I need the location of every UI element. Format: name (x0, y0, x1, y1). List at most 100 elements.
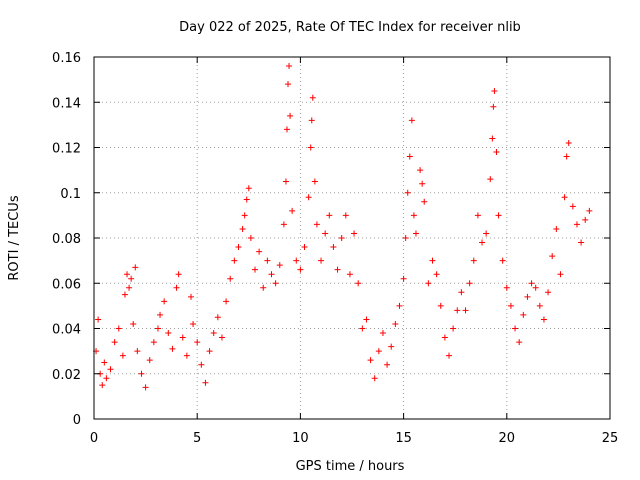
data-point (124, 271, 131, 278)
x-tick-label: 5 (193, 431, 201, 446)
x-tick-label: 0 (90, 431, 98, 446)
data-point (540, 316, 547, 323)
data-point (490, 103, 497, 110)
data-point (157, 311, 164, 318)
data-point (293, 257, 300, 264)
data-point (326, 212, 333, 219)
data-point (243, 196, 250, 203)
data-point (359, 325, 366, 332)
data-point (384, 361, 391, 368)
data-point (507, 302, 514, 309)
data-point (223, 298, 230, 305)
y-tick-label: 0.12 (52, 142, 81, 157)
data-point (121, 291, 128, 298)
data-point (433, 271, 440, 278)
data-point (549, 253, 556, 260)
data-point (183, 352, 190, 359)
data-point (301, 244, 308, 251)
data-point (582, 216, 589, 223)
data-point (107, 366, 114, 373)
data-point (95, 316, 102, 323)
data-point (134, 348, 141, 355)
grid (94, 57, 610, 419)
data-point (142, 384, 149, 391)
data-point (247, 235, 254, 241)
data-point (154, 325, 161, 332)
data-point (569, 203, 576, 210)
y-tick-label: 0.02 (52, 368, 81, 383)
data-point (425, 280, 432, 287)
y-tick-label: 0.14 (52, 96, 81, 111)
data-point (450, 325, 457, 332)
data-point (489, 135, 496, 142)
data-point (256, 248, 263, 255)
y-tick-label: 0.08 (52, 232, 81, 247)
data-point (367, 357, 374, 364)
data-point (586, 207, 593, 214)
data-point (179, 334, 186, 341)
data-point (487, 176, 494, 183)
data-point (375, 348, 382, 355)
data-point (470, 257, 477, 264)
data-point (561, 194, 568, 201)
data-point (406, 153, 413, 160)
data-point (307, 144, 314, 151)
data-point (311, 178, 318, 185)
data-point (346, 271, 353, 278)
data-point (565, 139, 572, 146)
data-point (396, 302, 403, 309)
data-point (130, 320, 137, 327)
data-point (165, 330, 172, 337)
data-point (173, 284, 180, 291)
data-point (206, 348, 213, 355)
data-point (103, 375, 110, 382)
y-axis-ticks: 0 0.02 0.04 0.06 0.08 0.1 0.12 0.14 0.16 (52, 51, 610, 428)
data-point (493, 149, 500, 156)
data-point (287, 112, 294, 119)
data-point (235, 244, 242, 251)
data-point (563, 153, 570, 160)
data-point (524, 293, 531, 300)
data-point (101, 359, 108, 366)
data-point (536, 302, 543, 309)
data-point (283, 126, 290, 133)
data-point (138, 370, 145, 377)
data-point (330, 244, 337, 251)
chart-title: Day 022 of 2025, Rate Of TEC Index for r… (179, 20, 521, 35)
data-point (202, 379, 209, 386)
data-point (466, 280, 473, 287)
data-point (528, 280, 535, 287)
data-point (161, 298, 168, 305)
data-point (499, 257, 506, 264)
data-point (111, 339, 118, 346)
data-point (578, 239, 585, 246)
data-point (297, 266, 304, 273)
data-points (93, 63, 593, 391)
data-point (400, 275, 407, 282)
data-point (241, 212, 248, 219)
data-point (419, 180, 426, 187)
data-point (351, 230, 358, 237)
data-point (532, 284, 539, 291)
data-point (190, 320, 197, 327)
data-point (128, 275, 135, 282)
data-point (305, 194, 312, 201)
data-point (188, 293, 195, 300)
data-point (214, 314, 221, 321)
data-point (495, 212, 502, 219)
x-tick-label: 20 (499, 431, 516, 446)
data-point (388, 343, 395, 350)
data-point (454, 307, 461, 314)
data-point (272, 280, 279, 287)
data-point (429, 257, 436, 264)
data-point (474, 212, 481, 219)
y-tick-label: 0.06 (52, 277, 81, 292)
y-tick-label: 0.04 (52, 323, 81, 338)
data-point (146, 357, 153, 364)
data-point (309, 94, 316, 101)
data-point (404, 189, 411, 196)
data-point (132, 264, 139, 271)
data-point (342, 212, 349, 219)
data-point (520, 311, 527, 318)
